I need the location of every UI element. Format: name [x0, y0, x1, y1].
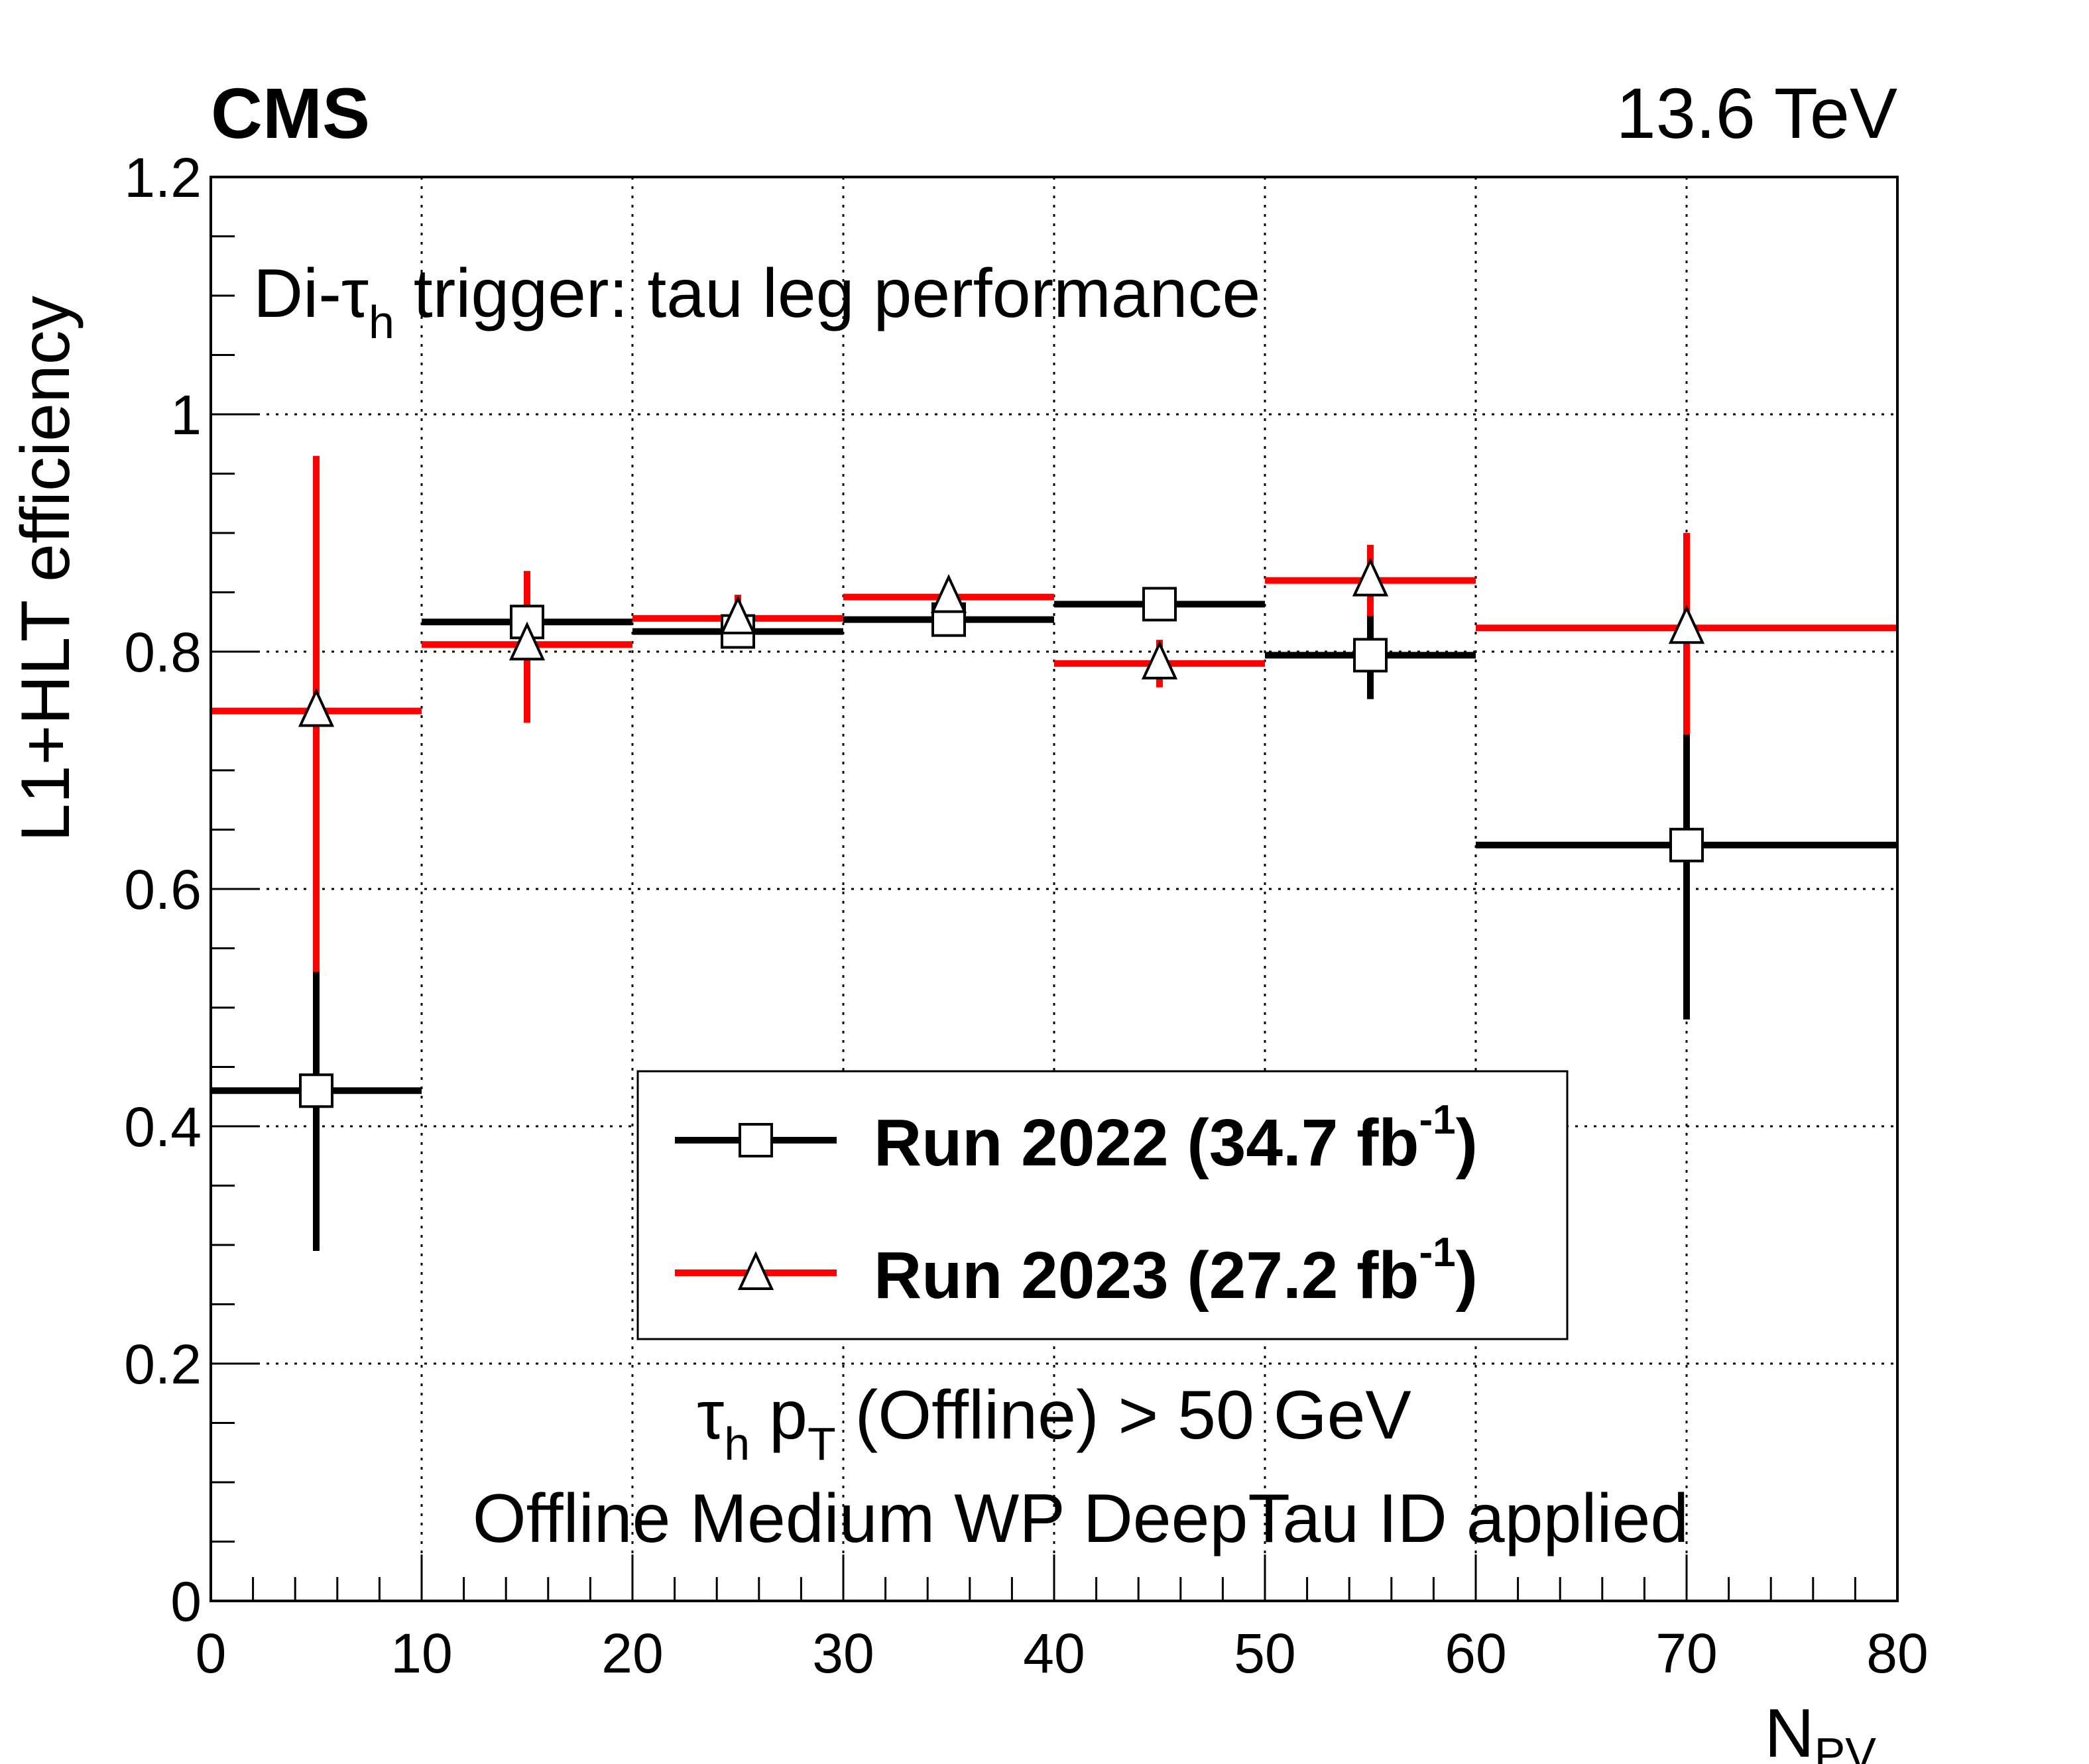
- y-tick-label: 1.2: [124, 147, 202, 209]
- pt-cut-annotation: τh pT (Offline) > 50 GeV: [697, 1377, 1411, 1470]
- square-marker: [1142, 587, 1177, 622]
- energy-label: 13.6 TeV: [1616, 73, 1897, 153]
- y-tick-label: 0.6: [124, 858, 202, 921]
- triangle-marker: [1352, 557, 1389, 597]
- y-tick-label: 0.8: [124, 621, 202, 683]
- triangle-marker: [930, 573, 967, 613]
- x-tick-label: 50: [1234, 1622, 1295, 1684]
- x-tick-label: 30: [812, 1622, 874, 1684]
- square-marker: [1669, 827, 1704, 862]
- y-axis-title: L1+HLT efficiency: [7, 296, 84, 842]
- legend-square-marker: [739, 1123, 773, 1157]
- triangle-marker: [719, 595, 756, 634]
- legend-label-run2023: Run 2023 (27.2 fb-1): [874, 1230, 1478, 1313]
- y-tick-label: 1: [170, 384, 202, 446]
- y-tick-label: 0.2: [124, 1333, 202, 1395]
- legend: Run 2022 (34.7 fb-1) Run 2023 (27.2 fb-1…: [636, 1070, 1569, 1340]
- x-tick-label: 80: [1866, 1622, 1928, 1684]
- data-series: [211, 455, 1897, 1251]
- x-tick-label: 0: [196, 1622, 227, 1684]
- legend-entry-run2022: Run 2022 (34.7 fb-1): [675, 1097, 1478, 1180]
- legend-triangle-marker: [737, 1251, 774, 1290]
- y-tick-label: 0.4: [124, 1096, 202, 1158]
- trigger-annotation: Di-τh trigger: tau leg performance: [253, 255, 1260, 348]
- id-annotation: Offline Medium WP DeepTau ID applied: [473, 1480, 1689, 1557]
- triangle-marker: [1141, 640, 1178, 679]
- square-marker: [1353, 638, 1388, 673]
- y-tick-label: 0: [170, 1570, 202, 1633]
- triangle-marker: [1668, 605, 1705, 644]
- legend-box: [636, 1070, 1569, 1340]
- x-axis-title: NPV: [1765, 1695, 1877, 1764]
- x-tick-label: 60: [1445, 1622, 1506, 1684]
- x-tick-label: 40: [1023, 1622, 1085, 1684]
- experiment-label: CMS: [211, 73, 370, 153]
- triangle-marker: [298, 687, 335, 727]
- triangle-marker: [508, 621, 546, 661]
- x-tick-label: 70: [1655, 1622, 1717, 1684]
- legend-label-run2022: Run 2022 (34.7 fb-1): [874, 1097, 1478, 1180]
- legend-entry-run2023: Run 2023 (27.2 fb-1): [675, 1230, 1478, 1313]
- x-tick-label: 10: [390, 1622, 452, 1684]
- plot-frame: [209, 176, 1899, 1602]
- axis-ticks: 0 10 20 30 40 50 60 70 80 0 0.2 0.4 0.6 0.8 1 1.2: [124, 147, 1929, 1684]
- x-tick-label: 20: [601, 1622, 663, 1684]
- grid: [211, 177, 1897, 1601]
- square-marker: [299, 1073, 333, 1108]
